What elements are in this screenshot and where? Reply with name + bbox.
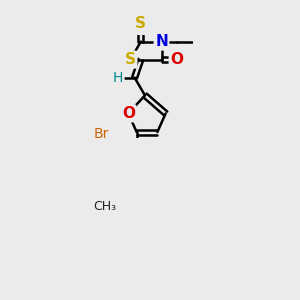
- Text: S: S: [125, 52, 136, 67]
- Text: O: O: [170, 52, 183, 67]
- Text: H: H: [113, 70, 123, 85]
- Text: S: S: [135, 16, 146, 31]
- Text: Br: Br: [94, 127, 109, 141]
- Text: CH₃: CH₃: [93, 200, 117, 213]
- Text: O: O: [122, 106, 135, 121]
- Text: N: N: [155, 34, 168, 49]
